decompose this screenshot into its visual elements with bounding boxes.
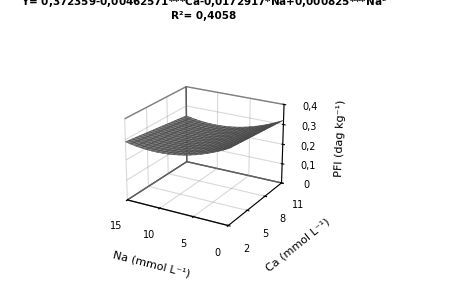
X-axis label: Na (mmol L⁻¹): Na (mmol L⁻¹) bbox=[111, 249, 190, 279]
Title: Y= 0,372359-0,00462571***Ca-0,0172917*Na+0,000825***Na$^{2}$
R²= 0,4058: Y= 0,372359-0,00462571***Ca-0,0172917*Na… bbox=[21, 0, 387, 21]
Y-axis label: Ca (mmol L⁻¹): Ca (mmol L⁻¹) bbox=[264, 217, 331, 274]
